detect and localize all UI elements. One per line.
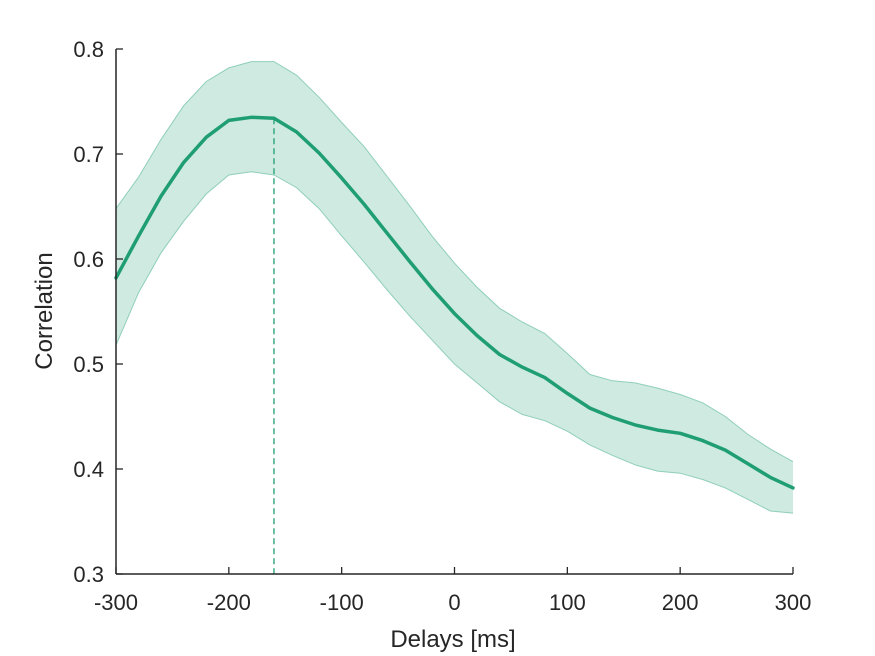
y-tick-label: 0.5 bbox=[73, 352, 104, 377]
series-line bbox=[114, 115, 795, 490]
axes: -300 -200 -100 0 100 200 300 0.3 0.4 0.5 0.6 0.7 0.8 bbox=[73, 37, 811, 615]
y-tick-label: 0.4 bbox=[73, 457, 104, 482]
x-tick-label: 200 bbox=[662, 590, 699, 615]
y-tick-label: 0.7 bbox=[73, 142, 104, 167]
confidence-band bbox=[116, 61, 793, 514]
x-axis-label: Delays [ms] bbox=[390, 626, 515, 653]
x-tick-label: 100 bbox=[549, 590, 586, 615]
x-tick-label: 0 bbox=[448, 590, 460, 615]
x-tick-label: 300 bbox=[775, 590, 812, 615]
x-tick-label: -100 bbox=[320, 590, 364, 615]
x-tick-label: -300 bbox=[94, 590, 138, 615]
band-lower-edge bbox=[115, 171, 794, 514]
y-tick-label: 0.6 bbox=[73, 247, 104, 272]
plot-area bbox=[114, 61, 795, 574]
y-tick-label: 0.3 bbox=[73, 562, 104, 587]
band-upper-edge bbox=[115, 61, 794, 463]
x-tick-label: -200 bbox=[207, 590, 251, 615]
y-tick-label: 0.8 bbox=[73, 37, 104, 62]
y-axis-label: Correlation bbox=[31, 252, 58, 369]
